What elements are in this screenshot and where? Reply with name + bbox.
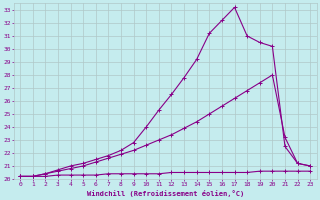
X-axis label: Windchill (Refroidissement éolien,°C): Windchill (Refroidissement éolien,°C) <box>86 190 244 197</box>
